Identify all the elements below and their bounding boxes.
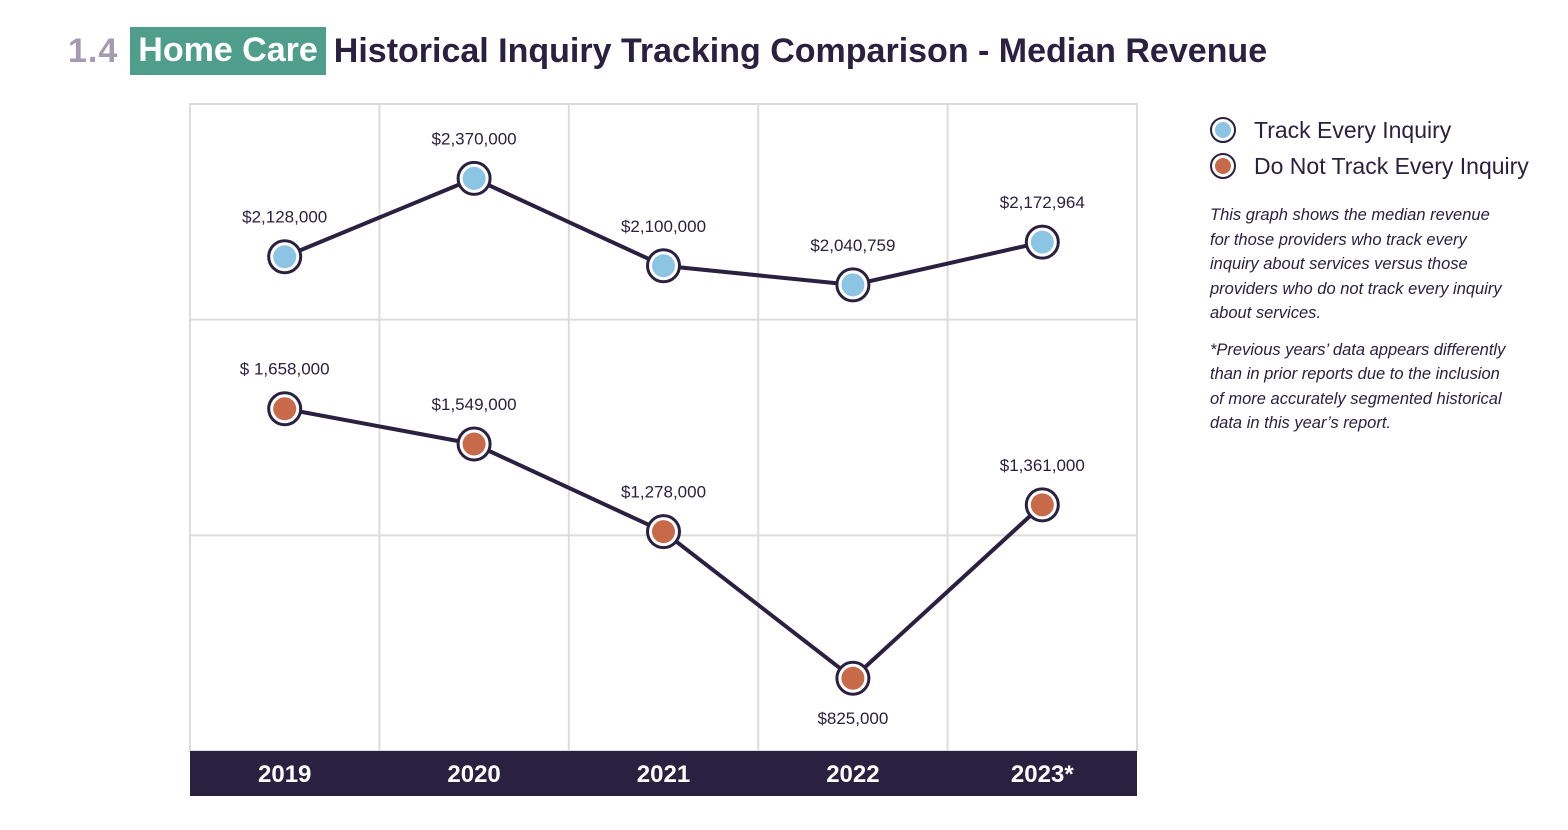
x-axis-band xyxy=(190,751,1137,796)
data-point xyxy=(652,254,675,278)
section-number: 1.4 xyxy=(68,31,119,70)
data-label: $2,040,759 xyxy=(810,236,895,255)
data-label: $2,100,000 xyxy=(621,217,706,236)
chart-title: Historical Inquiry Tracking Comparison -… xyxy=(333,31,1268,70)
x-tick-label: 2020 xyxy=(447,761,500,788)
chart-notes: This graph shows the median revenue for … xyxy=(1210,203,1510,448)
data-point xyxy=(462,166,486,190)
chart-description: This graph shows the median revenue for … xyxy=(1210,206,1502,322)
x-tick-label: 2021 xyxy=(637,761,690,788)
x-tick-label: 2023* xyxy=(1011,761,1074,788)
data-point xyxy=(273,245,297,269)
legend-label-no-track: Do Not Track Every Inquiry xyxy=(1254,152,1529,179)
chart-title-row: 1.4 Home Care Historical Inquiry Trackin… xyxy=(68,26,1267,76)
legend-item-track: Track Every Inquiry xyxy=(1210,112,1529,148)
data-label: $ 1,658,000 xyxy=(240,360,330,379)
data-label: $2,172,964 xyxy=(1000,193,1085,212)
legend-marker-no-track xyxy=(1210,153,1236,179)
line-chart: 2019 2020 2021 2022 2023* $2,128,000 $2,370,00… xyxy=(189,103,1138,796)
data-point xyxy=(462,432,486,456)
data-label: $1,361,000 xyxy=(1000,456,1085,475)
legend-item-no-track: Do Not Track Every Inquiry xyxy=(1210,148,1529,184)
data-label: $2,128,000 xyxy=(242,208,327,227)
category-tag: Home Care xyxy=(130,27,326,75)
data-point xyxy=(652,520,675,544)
legend-marker-track xyxy=(1210,117,1236,143)
data-point xyxy=(1030,230,1054,254)
legend: Track Every Inquiry Do Not Track Every I… xyxy=(1210,112,1529,184)
data-point xyxy=(1030,493,1054,517)
chart-footnote: *Previous years’ data appears differentl… xyxy=(1210,340,1506,433)
data-label: $1,278,000 xyxy=(621,483,706,502)
data-label: $825,000 xyxy=(817,709,888,728)
plot-frame xyxy=(189,103,1138,752)
x-tick-label: 2019 xyxy=(258,761,311,788)
data-point xyxy=(273,397,297,421)
x-tick-label: 2022 xyxy=(826,761,879,788)
data-label: $1,549,000 xyxy=(432,395,517,414)
legend-label-track: Track Every Inquiry xyxy=(1254,116,1452,143)
data-label: $2,370,000 xyxy=(432,129,517,148)
data-point xyxy=(841,273,865,297)
data-point xyxy=(841,666,865,690)
